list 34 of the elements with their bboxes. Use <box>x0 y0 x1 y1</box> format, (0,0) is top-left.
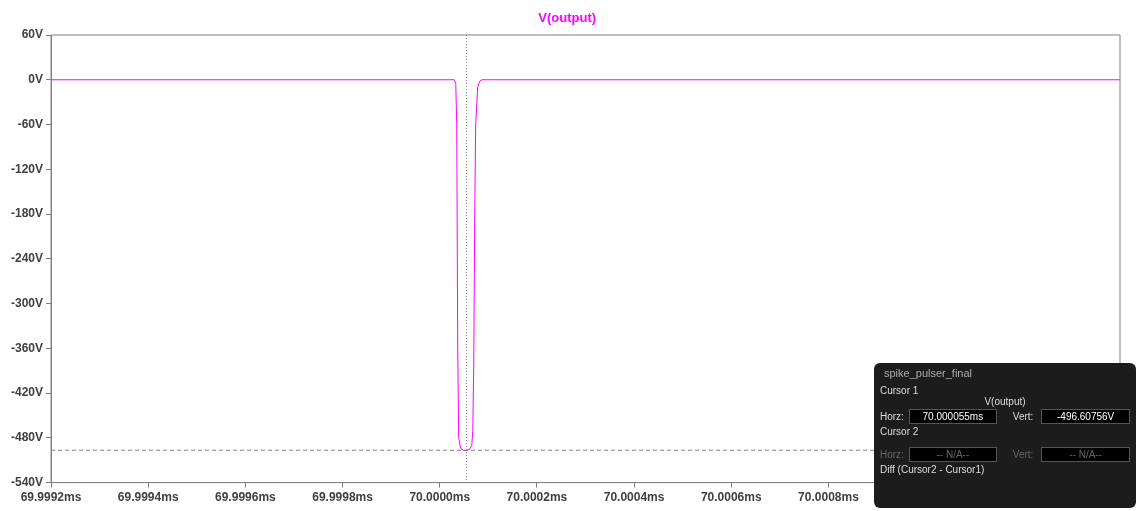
readout-field: -496.60756V <box>1041 409 1130 424</box>
readout-field: -- N/A-- <box>1041 447 1130 462</box>
x-tick-label: 69.9994ms <box>117 490 179 505</box>
x-tick-label: 69.9996ms <box>215 490 277 505</box>
x-tick-label: 70.0006ms <box>700 490 762 505</box>
y-tick-label: -420V <box>10 385 44 400</box>
x-tick-label: 69.9992ms <box>20 490 82 505</box>
text: V(output) <box>538 10 597 26</box>
annotation: Cursor 2 <box>880 426 920 437</box>
y-tick-label: -120V <box>10 161 44 176</box>
y-tick-label: -60V <box>17 116 44 131</box>
y-tick-label: -360V <box>10 340 44 355</box>
readout-field: 70.000055ms <box>908 409 998 424</box>
readout-field: -- N/A-- <box>908 447 998 462</box>
x-tick-label: 70.0004ms <box>603 490 665 505</box>
annotation: V(output) <box>983 396 1027 407</box>
annotation: Horz: <box>880 411 905 422</box>
x-tick-label: 70.0002ms <box>506 490 568 505</box>
y-tick-label: -240V <box>10 251 44 266</box>
x-tick-label: 70.0008ms <box>798 490 860 505</box>
annotation: Vert: <box>1012 449 1035 460</box>
y-tick-label: -300V <box>10 295 44 310</box>
annotation: Horz: <box>880 449 905 460</box>
y-tick-label: 60V <box>21 27 44 42</box>
x-tick-label: 70.0000ms <box>409 490 471 505</box>
y-tick-label: -540V <box>10 474 44 489</box>
annotation: Cursor 1 <box>880 385 920 396</box>
annotation: Diff (Cursor2 - Cursor1) <box>880 464 986 475</box>
y-tick-label: -180V <box>10 206 44 221</box>
annotation: Vert: <box>1012 411 1035 422</box>
x-tick-label: 69.9998ms <box>312 490 374 505</box>
annotation: spike_pulser_final <box>883 367 974 379</box>
y-tick-label: 0V <box>28 72 44 87</box>
y-tick-label: -480V <box>10 430 44 445</box>
